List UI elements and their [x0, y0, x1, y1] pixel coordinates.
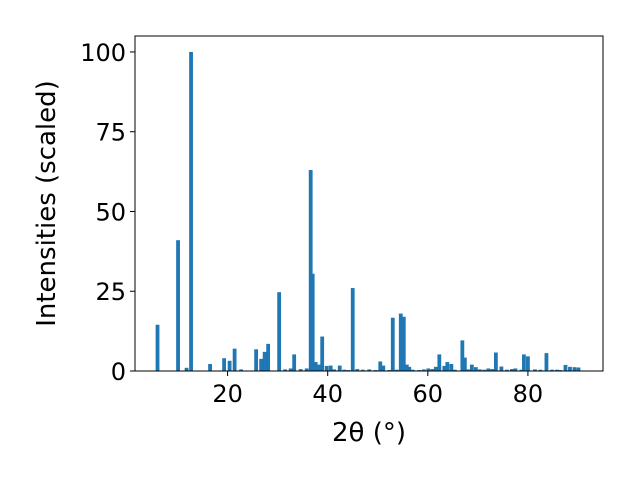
x-tick-label: 20: [212, 380, 243, 408]
bar: [437, 354, 442, 371]
bar: [184, 367, 189, 371]
plot-frame: [134, 35, 604, 372]
bar: [324, 365, 329, 371]
y-tick-label: 50: [95, 198, 126, 226]
y-tick-label: 75: [95, 119, 126, 147]
y-tick-label: 0: [111, 358, 126, 386]
x-axis-label: 2θ (°): [332, 418, 406, 448]
bars-group: [155, 51, 581, 371]
bar: [342, 369, 347, 371]
bar: [490, 369, 495, 371]
bar: [433, 366, 438, 371]
y-ticks-group: 0 25 50 75 100: [80, 39, 135, 386]
bar: [477, 369, 482, 371]
bar: [313, 362, 318, 371]
bar: [473, 367, 478, 371]
bar: [462, 357, 467, 371]
bar: [208, 363, 212, 371]
y-tick-label: 100: [80, 39, 126, 67]
bar: [239, 369, 244, 371]
bar: [227, 360, 232, 371]
bar: [254, 349, 259, 371]
bar: [232, 348, 237, 371]
bar: [499, 366, 504, 371]
x-tick-label: 80: [513, 380, 544, 408]
bar: [430, 369, 435, 371]
bar: [189, 51, 193, 371]
bar: [304, 368, 309, 371]
bar: [452, 369, 457, 371]
bar: [442, 365, 447, 371]
bar: [544, 353, 549, 371]
bar: [568, 366, 572, 371]
y-tick-label: 25: [95, 278, 126, 306]
bar: [308, 170, 313, 371]
bar: [466, 369, 471, 371]
bar: [367, 369, 372, 371]
bar: [505, 369, 509, 371]
bar: [176, 240, 180, 371]
bar: [410, 369, 415, 371]
y-axis-label: Intensities (scaled): [32, 80, 62, 327]
bar: [526, 356, 530, 371]
bar: [316, 364, 321, 371]
bar: [538, 369, 543, 371]
bar: [576, 367, 581, 371]
bar: [259, 358, 264, 371]
bar: [493, 352, 498, 371]
bar: [482, 369, 487, 371]
bar: [310, 273, 315, 371]
bar: [510, 369, 514, 371]
bar: [328, 365, 333, 371]
bar: [262, 351, 267, 371]
bar: [449, 363, 454, 371]
bar: [337, 365, 342, 371]
x-tick-label: 40: [312, 380, 343, 408]
bar: [401, 316, 406, 371]
bar: [350, 288, 355, 371]
bar: [298, 369, 303, 371]
bar: [360, 369, 365, 371]
bar: [283, 369, 288, 371]
bar: [426, 368, 431, 371]
bar: [320, 336, 325, 371]
bar: [555, 369, 559, 371]
x-tick-label: 60: [413, 380, 444, 408]
bar: [378, 361, 383, 371]
bar: [398, 313, 403, 371]
bar: [381, 365, 386, 371]
bar: [404, 364, 409, 371]
bar: [513, 368, 518, 371]
bar: [550, 369, 554, 371]
bar: [407, 366, 412, 371]
bar: [445, 362, 450, 371]
bar: [469, 364, 474, 371]
bar: [563, 364, 568, 371]
bar: [222, 358, 226, 371]
bar: [155, 324, 160, 371]
bar: [522, 354, 526, 371]
bar: [486, 368, 491, 371]
bar: [421, 369, 426, 371]
bar: [519, 369, 524, 371]
bar: [266, 343, 271, 371]
bar: [355, 369, 360, 371]
bar: [572, 367, 577, 371]
bar: [390, 317, 395, 371]
x-ticks-group: 20 40 60 80: [212, 371, 543, 408]
bar: [277, 292, 282, 371]
bar: [460, 340, 465, 371]
bar: [533, 369, 537, 371]
bar: [292, 354, 297, 371]
bar: [332, 369, 337, 371]
bar: [394, 369, 399, 371]
bar: [288, 368, 293, 371]
